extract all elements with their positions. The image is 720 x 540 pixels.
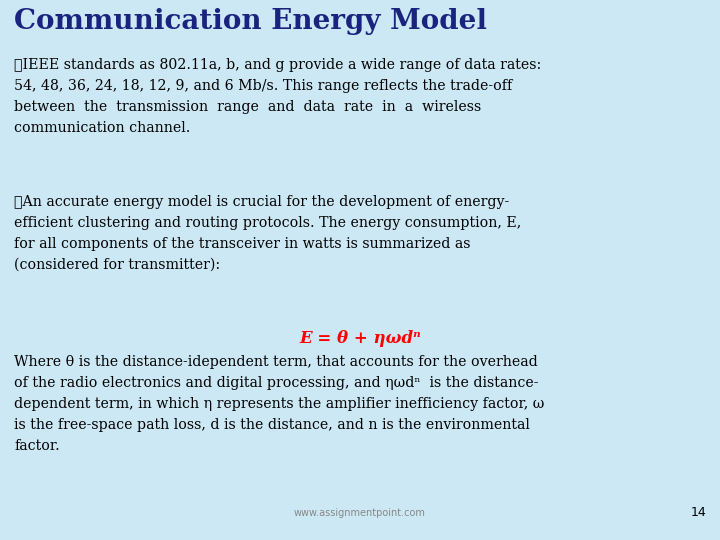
- Text: ✓An accurate energy model is crucial for the development of energy-: ✓An accurate energy model is crucial for…: [14, 195, 509, 209]
- Text: efficient clustering and routing protocols. The energy consumption, E,: efficient clustering and routing protoco…: [14, 216, 521, 230]
- Text: is the free-space path loss, d is the distance, and n is the environmental: is the free-space path loss, d is the di…: [14, 418, 530, 432]
- Text: dependent term, in which η represents the amplifier inefficiency factor, ω: dependent term, in which η represents th…: [14, 397, 544, 411]
- Text: between  the  transmission  range  and  data  rate  in  a  wireless: between the transmission range and data …: [14, 100, 481, 114]
- Text: factor.: factor.: [14, 439, 60, 453]
- Text: ✓IEEE standards as 802.11a, b, and g provide a wide range of data rates:: ✓IEEE standards as 802.11a, b, and g pro…: [14, 58, 541, 72]
- Text: (considered for transmitter):: (considered for transmitter):: [14, 258, 220, 272]
- Text: www.assignmentpoint.com: www.assignmentpoint.com: [294, 508, 426, 518]
- Text: for all components of the transceiver in watts is summarized as: for all components of the transceiver in…: [14, 237, 470, 251]
- Text: Communication Energy Model: Communication Energy Model: [14, 8, 487, 35]
- Text: of the radio electronics and digital processing, and ηωdⁿ  is the distance-: of the radio electronics and digital pro…: [14, 376, 539, 390]
- Text: communication channel.: communication channel.: [14, 121, 190, 135]
- Text: E = θ + ηωdⁿ: E = θ + ηωdⁿ: [299, 330, 421, 347]
- Text: 54, 48, 36, 24, 18, 12, 9, and 6 Mb/s. This range reflects the trade-off: 54, 48, 36, 24, 18, 12, 9, and 6 Mb/s. T…: [14, 79, 512, 93]
- Text: Where θ is the distance-idependent term, that accounts for the overhead: Where θ is the distance-idependent term,…: [14, 355, 538, 369]
- Text: 14: 14: [690, 506, 706, 519]
